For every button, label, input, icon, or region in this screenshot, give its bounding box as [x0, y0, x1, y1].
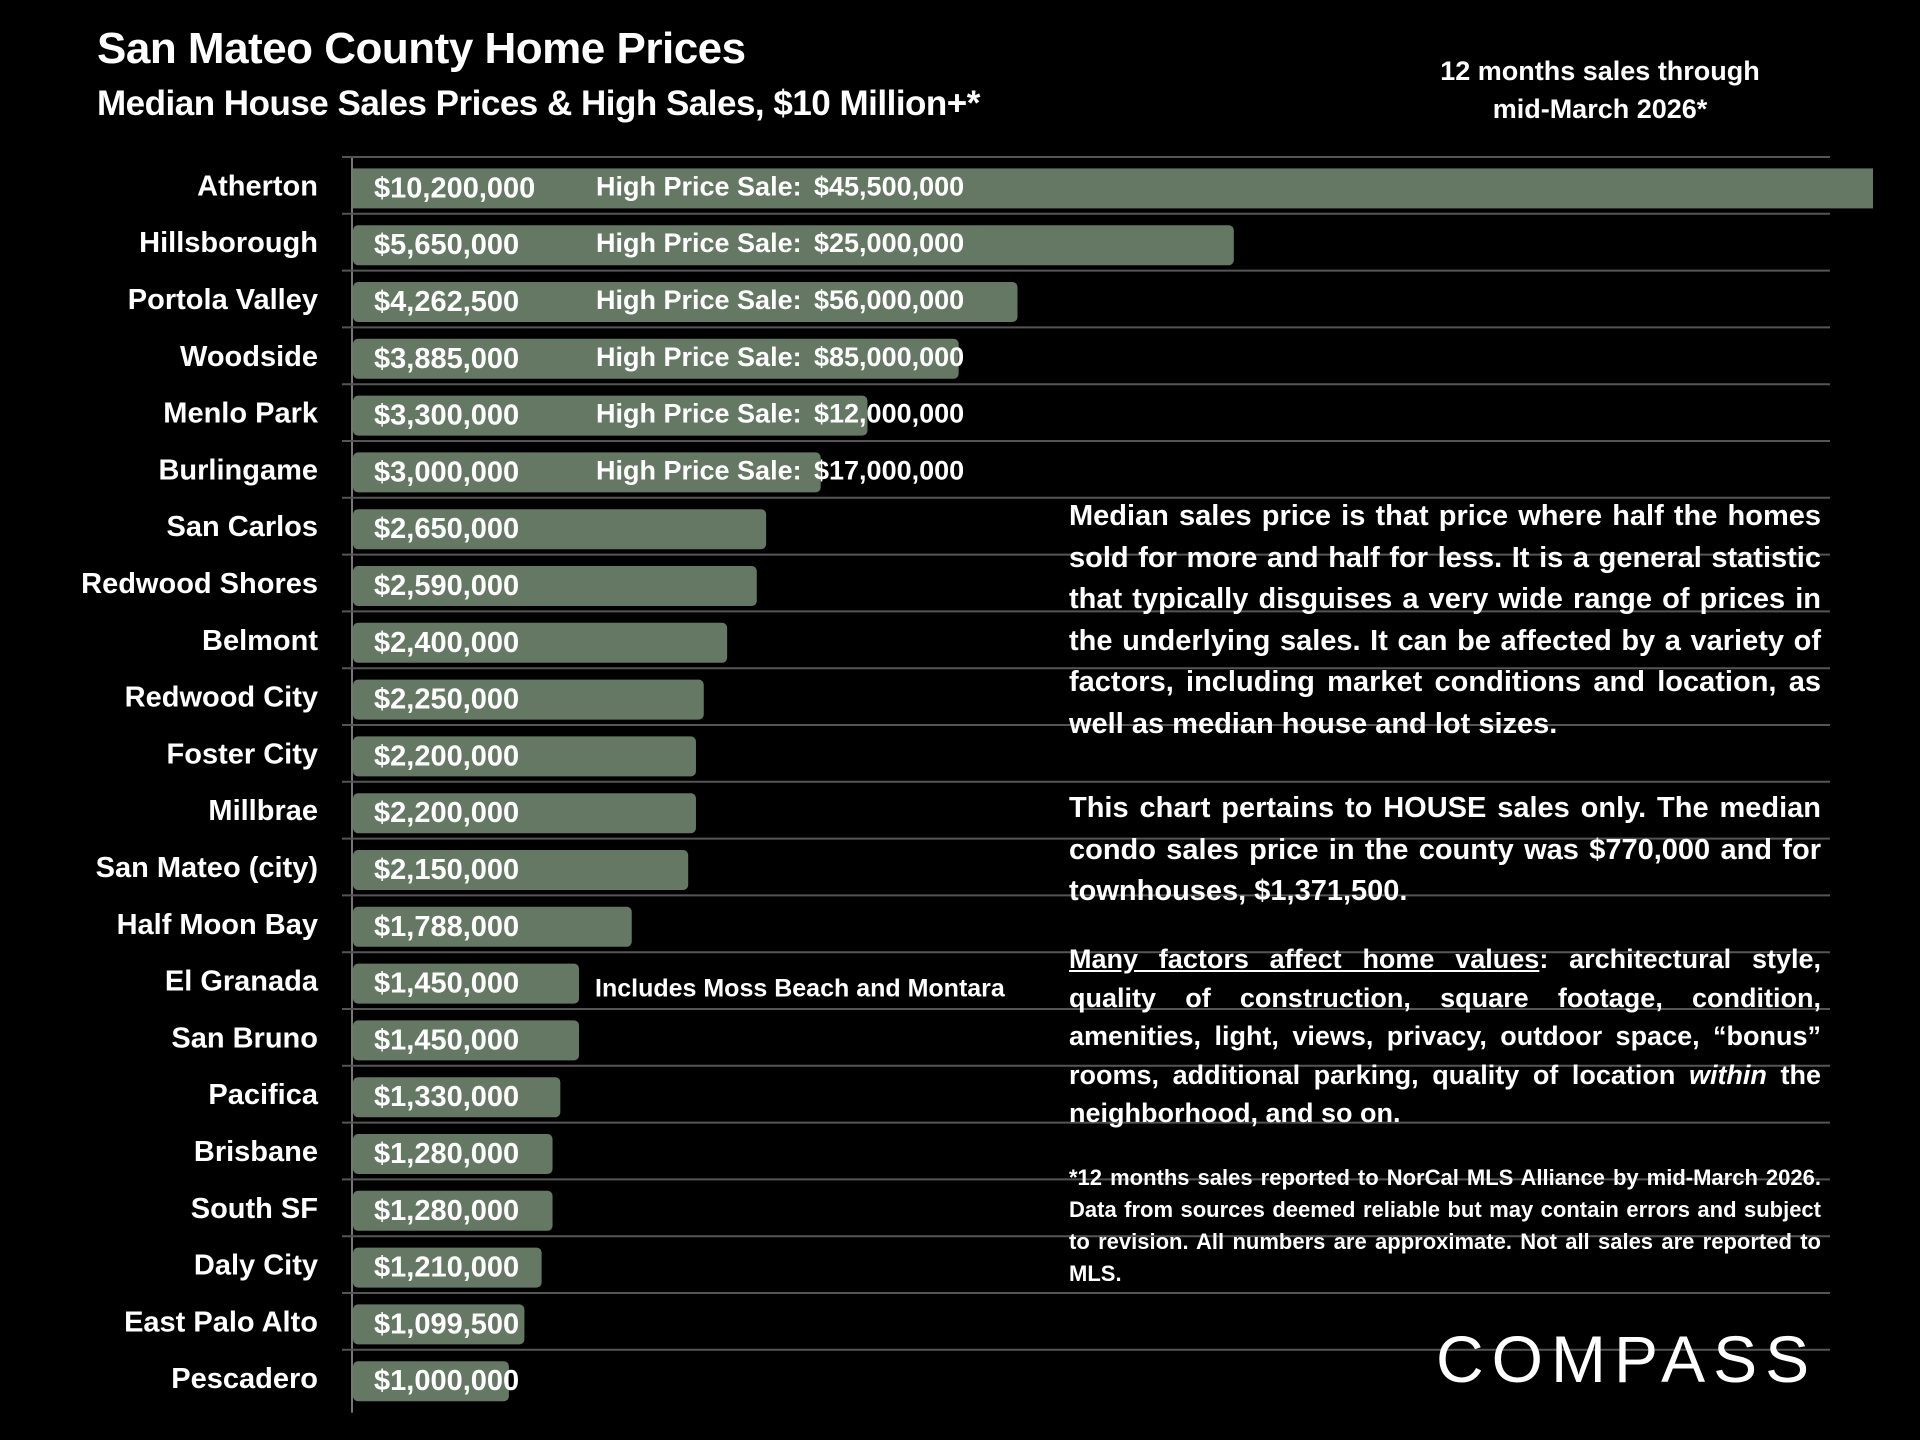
value-label: $1,210,000 [374, 1252, 519, 1284]
footnote-source: *12 months sales reported to NorCal MLS … [1069, 1165, 1821, 1286]
value-label: $4,262,500 [374, 286, 519, 318]
bar [353, 566, 757, 606]
value-label: $10,200,000 [374, 172, 535, 204]
high-sale-label: High Price Sale: [596, 455, 802, 485]
high-sale-label: High Price Sale: [596, 228, 802, 258]
bar [353, 1020, 580, 1061]
gridlines [342, 156, 1830, 1413]
note-factors: Many factors affect home values: archite… [1069, 940, 1821, 1133]
bar [353, 168, 1873, 209]
category-label: Pacifica [208, 1079, 318, 1111]
bar [353, 509, 767, 550]
note-median-definition: Median sales price is that price where h… [1069, 500, 1821, 740]
category-label: San Mateo (city) [96, 852, 318, 884]
value-label: $1,280,000 [374, 1138, 519, 1170]
high-sale-value: $17,000,000 [814, 455, 964, 485]
value-label: $3,300,000 [374, 400, 519, 432]
value-label: $2,590,000 [374, 570, 519, 602]
category-label: Atherton [197, 170, 318, 202]
bar [353, 1361, 509, 1402]
value-label: $1,450,000 [374, 968, 519, 1000]
high-sale-value: $12,000,000 [814, 399, 964, 429]
bar [353, 622, 728, 663]
value-label: $2,150,000 [374, 854, 519, 886]
chart-title: San Mateo County Home Prices [97, 24, 746, 73]
category-label: Millbrae [208, 795, 318, 827]
chart-subtitle: Median House Sales Prices & High Sales, … [97, 84, 980, 123]
annotation-label: Includes Moss Beach and Montara [595, 975, 1006, 1003]
category-label: San Bruno [171, 1022, 318, 1054]
bar [353, 1304, 525, 1345]
value-label: $2,200,000 [374, 797, 519, 829]
compass-logo-text: COMPASS [1436, 1326, 1817, 1396]
category-label: Hillsborough [139, 227, 318, 259]
bar [353, 906, 632, 947]
category-label: Pescadero [171, 1363, 318, 1395]
period-line-1: 12 months sales through [1440, 56, 1760, 86]
category-label: Daly City [194, 1250, 318, 1282]
category-label: Redwood Shores [81, 568, 318, 600]
compass-logo-mark: COMPASS [1436, 1322, 1817, 1396]
value-label: $1,330,000 [374, 1081, 519, 1113]
value-label: $2,250,000 [374, 684, 519, 716]
value-label: $1,450,000 [374, 1024, 519, 1056]
high-sale-value: $25,000,000 [814, 228, 964, 258]
period-line-2: mid-March 2026* [1492, 94, 1708, 124]
value-label: $2,650,000 [374, 513, 519, 545]
category-label: El Granada [165, 966, 319, 998]
high-sale-value: $85,000,000 [814, 342, 964, 372]
high-sale-label: High Price Sale: [596, 171, 802, 201]
bar [353, 452, 821, 493]
value-label: $2,400,000 [374, 627, 519, 659]
value-label: $1,788,000 [374, 911, 519, 943]
bar [353, 1134, 553, 1174]
note-factors-text-a: : architectural style, quality of constr… [1069, 944, 1821, 1090]
category-label: East Palo Alto [124, 1306, 318, 1338]
value-label: $3,000,000 [374, 456, 519, 488]
bar [353, 1190, 553, 1231]
bar [353, 850, 689, 890]
category-label: South SF [191, 1193, 318, 1225]
note-factors-emphasis: within [1688, 1059, 1767, 1090]
category-label: Woodside [180, 341, 318, 373]
compass-logo: COMPASS [1436, 1322, 1856, 1411]
note-factors-text-b: the neighborhood, and so on. [1069, 1059, 1821, 1129]
high-sale-label: High Price Sale: [596, 342, 802, 372]
bar [353, 1247, 542, 1288]
bar [353, 679, 704, 720]
bar [353, 225, 1234, 266]
bar [353, 736, 696, 777]
bar [353, 338, 959, 379]
note-factors-lead: Many factors affect home values [1069, 944, 1540, 974]
category-label: San Carlos [167, 511, 319, 543]
bar [353, 395, 868, 436]
high-sale-value: $56,000,000 [814, 285, 964, 315]
value-label: $1,280,000 [374, 1195, 519, 1227]
category-label: Brisbane [194, 1136, 318, 1168]
value-label: $1,099,500 [374, 1308, 519, 1340]
high-sale-value: $45,500,000 [814, 171, 964, 201]
category-label: Belmont [202, 625, 318, 657]
category-label: Half Moon Bay [117, 909, 318, 941]
bar [353, 282, 1018, 322]
labels: Atherton $10,200,000 Hillsborough $5,650,00… [81, 170, 1006, 1397]
category-label: Menlo Park [163, 398, 319, 430]
value-label: $5,650,000 [374, 229, 519, 261]
period-note: 12 months sales through mid-March 2026* [1380, 52, 1820, 128]
bar [353, 1077, 561, 1118]
value-label: $3,885,000 [374, 343, 519, 375]
bars [353, 168, 1873, 1402]
value-label: $1,000,000 [374, 1365, 519, 1397]
high-sale-label: High Price Sale: [596, 285, 802, 315]
note-house-only: This chart pertains to HOUSE sales only.… [1069, 792, 1821, 907]
bar [353, 963, 580, 1004]
category-label: Redwood City [125, 682, 318, 714]
high-sale-label: High Price Sale: [596, 399, 802, 429]
bar [353, 793, 696, 834]
category-label: Portola Valley [128, 284, 318, 316]
category-label: Burlingame [158, 454, 318, 486]
value-label: $2,200,000 [374, 740, 519, 772]
category-label: Foster City [167, 738, 318, 770]
